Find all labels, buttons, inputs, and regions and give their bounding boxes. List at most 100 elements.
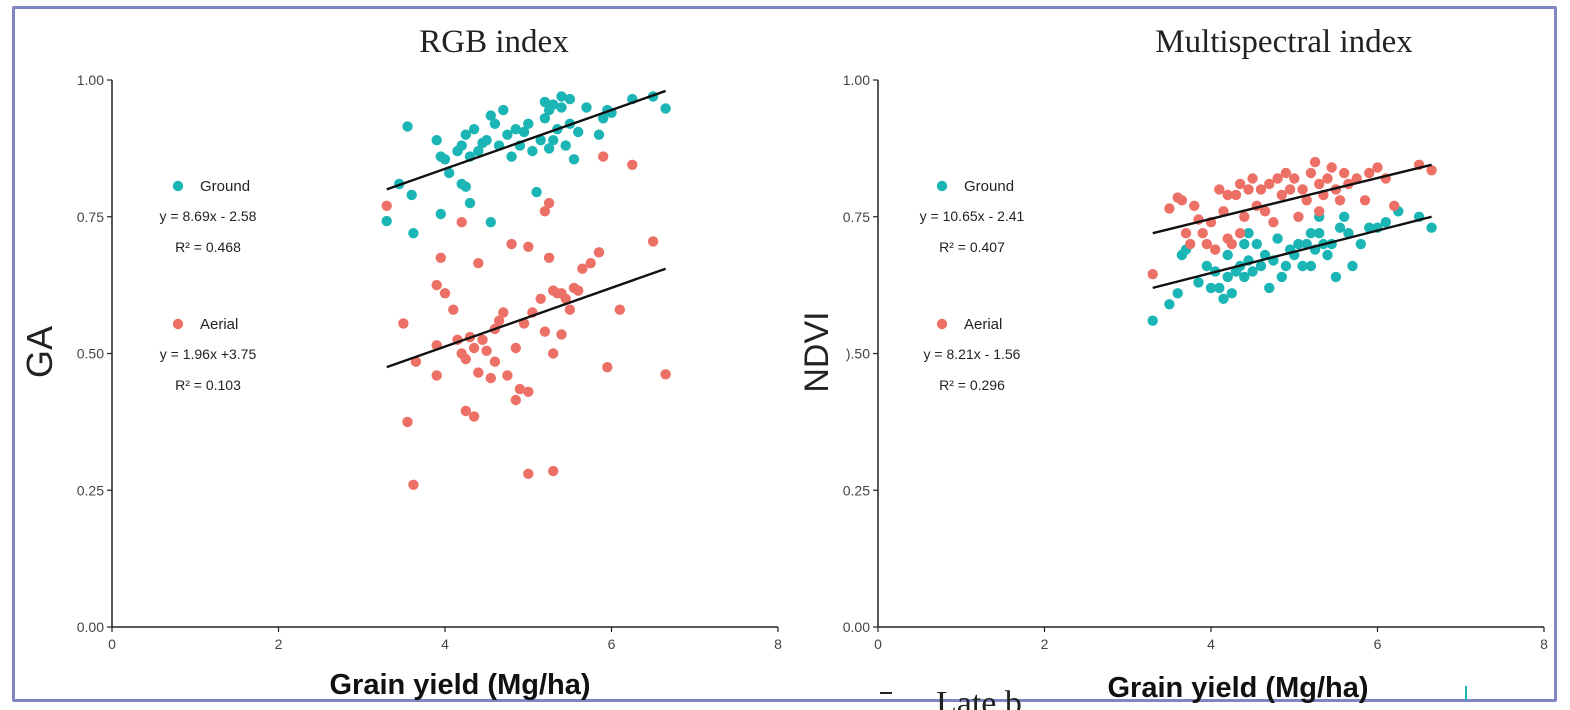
data-point — [1264, 282, 1275, 294]
y-tick-label: ).50 — [846, 346, 870, 362]
data-point — [1301, 195, 1312, 206]
data-point — [531, 186, 542, 198]
data-point — [439, 154, 451, 165]
data-point — [527, 145, 538, 157]
legend-marker — [172, 180, 184, 192]
data-point — [489, 356, 501, 367]
data-point — [560, 293, 571, 304]
data-point — [1251, 238, 1263, 250]
rgb-index-chart: RGB index 0.00 0.25 0.50 0.75 1.00 0 2 4 6 8 GA Grai… — [19, 24, 782, 701]
data-point — [548, 465, 559, 477]
y-tick-label: 0.25 — [77, 482, 104, 498]
data-point — [1147, 269, 1158, 280]
data-point — [1355, 238, 1367, 250]
data-point — [435, 208, 446, 220]
data-point — [614, 304, 625, 315]
x-tick-label: 0 — [874, 636, 882, 652]
data-point — [1264, 178, 1275, 190]
data-point — [464, 197, 476, 209]
data-point — [1193, 277, 1204, 288]
data-point — [1297, 184, 1308, 195]
data-point — [1326, 162, 1337, 173]
chart-title: RGB index — [419, 24, 569, 60]
data-point — [1147, 315, 1158, 326]
data-point — [598, 151, 609, 162]
data-point — [431, 279, 442, 291]
x-tick-label: 0 — [108, 636, 116, 652]
equation-label: y = 10.65x - 2.41 — [920, 208, 1025, 224]
data-point — [398, 318, 409, 329]
data-point — [1214, 282, 1225, 294]
data-point — [1247, 173, 1258, 184]
y-tick-label: 1.00 — [77, 72, 104, 88]
data-point — [481, 345, 492, 356]
data-point — [1334, 195, 1346, 206]
y-tick-label: 1.00 — [843, 72, 870, 88]
x-tick-label: 2 — [1041, 636, 1049, 652]
data-point — [1259, 206, 1271, 217]
data-point — [1276, 271, 1288, 283]
data-point — [1426, 165, 1437, 176]
data-point — [518, 126, 530, 138]
legend-label: Ground — [964, 178, 1014, 195]
data-point — [1293, 211, 1304, 222]
data-point — [1201, 238, 1213, 250]
data-point — [481, 135, 492, 146]
data-point — [1239, 211, 1250, 222]
legend-label: Ground — [200, 178, 250, 195]
data-point — [460, 181, 471, 192]
data-point — [514, 383, 526, 395]
data-point — [543, 252, 555, 263]
data-point — [1176, 195, 1188, 206]
data-point — [473, 258, 484, 269]
data-point — [1322, 249, 1333, 261]
data-point — [1276, 189, 1288, 201]
data-point — [506, 151, 517, 162]
data-point — [1280, 260, 1292, 272]
data-point — [1210, 244, 1221, 255]
data-point — [564, 93, 576, 105]
data-point — [539, 326, 551, 337]
data-point — [444, 167, 455, 179]
data-point — [1289, 173, 1300, 184]
data-point — [460, 405, 471, 417]
data-point — [460, 129, 471, 140]
data-point — [408, 228, 419, 239]
chart-title: Multispectral index — [1155, 24, 1413, 60]
data-point — [410, 356, 422, 367]
data-point — [593, 129, 605, 140]
data-point — [448, 304, 459, 315]
data-point — [647, 236, 659, 247]
data-point — [468, 411, 480, 422]
data-point — [573, 126, 584, 138]
data-point — [498, 104, 509, 116]
data-point — [1330, 271, 1342, 283]
data-point — [1222, 233, 1233, 244]
data-point — [560, 140, 571, 151]
data-point — [564, 304, 576, 315]
data-point — [548, 348, 559, 359]
x-tick-label: 2 — [275, 636, 283, 652]
data-point — [1234, 228, 1246, 239]
data-point — [460, 353, 471, 365]
data-point — [1339, 167, 1350, 179]
data-point — [1339, 211, 1350, 222]
data-point — [535, 135, 546, 146]
data-point — [593, 247, 605, 258]
equation-label: y = 8.69x - 2.58 — [160, 208, 257, 224]
data-point — [1201, 260, 1213, 272]
data-point — [435, 252, 446, 263]
data-point — [431, 370, 442, 381]
data-point — [598, 113, 609, 124]
data-point — [1389, 200, 1400, 211]
data-point — [381, 200, 392, 211]
data-point — [406, 189, 417, 201]
x-tick-label: 6 — [1374, 636, 1382, 652]
data-point — [1364, 222, 1375, 233]
data-point — [473, 367, 484, 378]
data-point — [408, 479, 419, 490]
data-point — [535, 293, 546, 304]
y-tick-label: 0.25 — [843, 482, 870, 498]
data-point — [1297, 260, 1308, 272]
data-point — [568, 154, 580, 165]
